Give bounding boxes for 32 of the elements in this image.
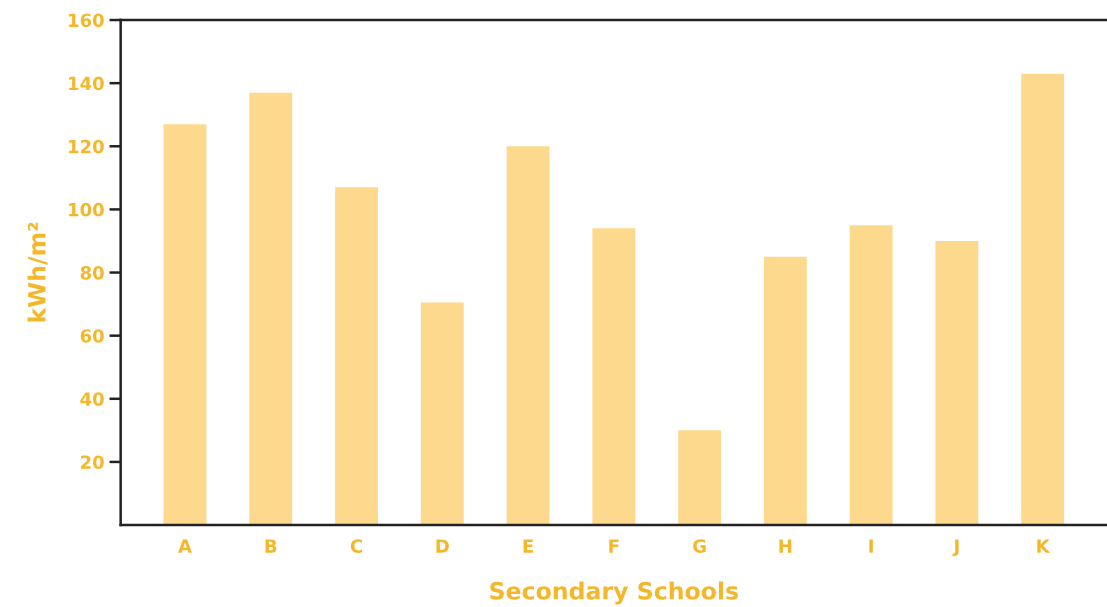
x-tick-label: K [1037, 539, 1051, 553]
bar [678, 430, 722, 526]
x-tick-label: E [523, 539, 533, 553]
bar [163, 124, 207, 526]
x-tick-label: F [609, 539, 619, 553]
y-tick-label: 140 [69, 76, 104, 91]
x-tick-label: C [350, 539, 362, 553]
x-tick-label: J [952, 539, 959, 557]
bar [506, 146, 550, 526]
x-tick-label: A [178, 539, 192, 553]
y-axis-title: kWh/m² [27, 222, 48, 322]
y-tick-label: 100 [69, 202, 104, 217]
x-tick-label: G [693, 539, 706, 553]
y-tick-label: 40 [80, 392, 104, 406]
x-tick-label: D [436, 539, 449, 553]
bar [1021, 73, 1065, 526]
bar [763, 256, 807, 526]
bar [935, 240, 979, 526]
y-tick-label: 120 [69, 139, 104, 154]
y-tick-label: 20 [80, 455, 104, 470]
x-axis-title: Secondary Schools [490, 581, 738, 605]
y-tick-label: 160 [69, 13, 104, 28]
y-tick-label: 80 [80, 266, 104, 280]
x-tick-label: H [779, 539, 792, 553]
bar [849, 225, 893, 526]
bar [335, 187, 378, 526]
bar [592, 228, 636, 526]
bar [420, 302, 464, 526]
x-tick-label: B [265, 539, 277, 553]
x-tick-label: I [869, 539, 873, 553]
bar [249, 92, 293, 526]
y-tick-label: 60 [80, 329, 104, 343]
